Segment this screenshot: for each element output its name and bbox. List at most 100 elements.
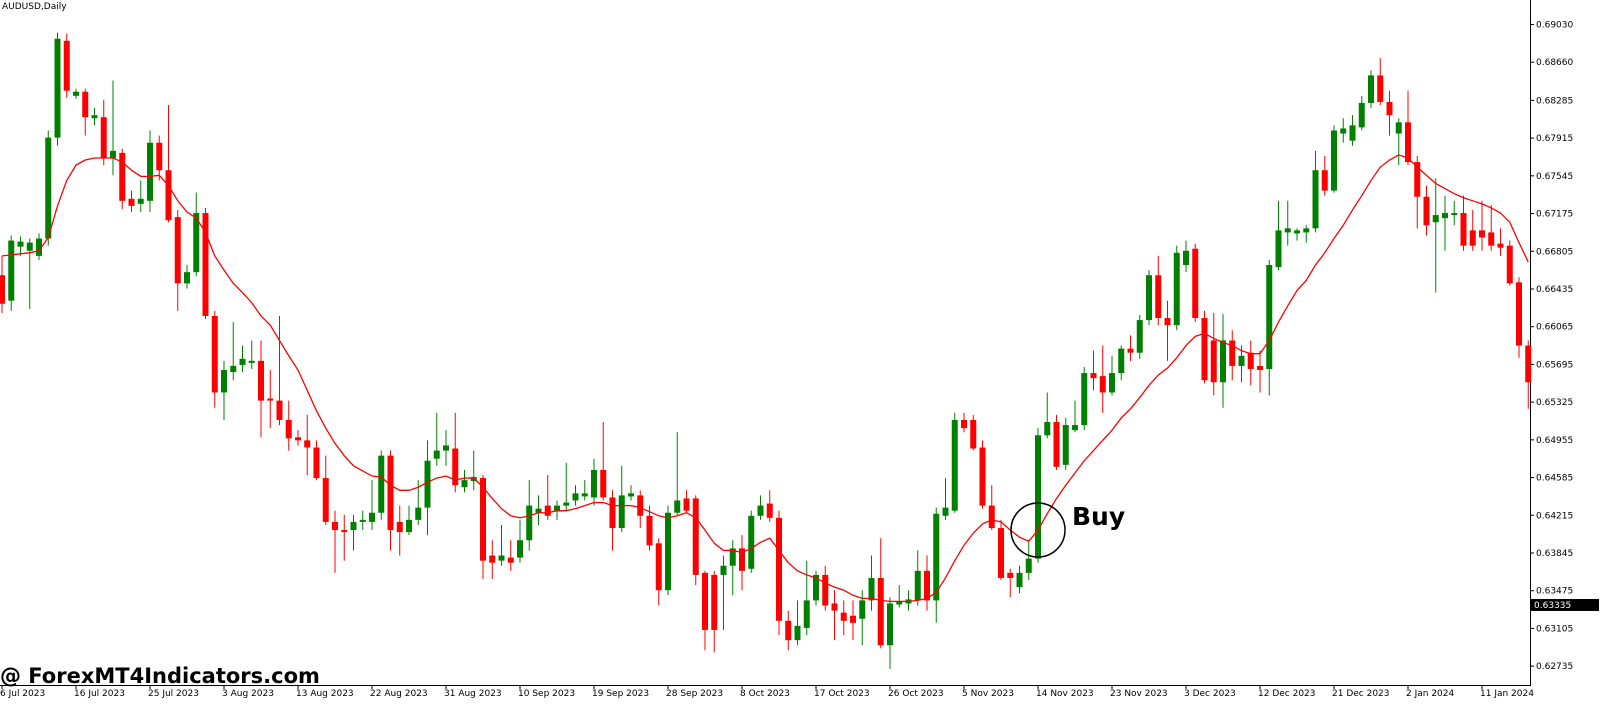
candle-body (1081, 373, 1088, 426)
watermark: @ ForexMT4Indicators.com (0, 664, 320, 688)
candle-body (443, 445, 449, 451)
chart-title: AUDUSD,Daily (2, 2, 67, 12)
x-tick-label: 31 Aug 2023 (444, 689, 502, 699)
candle-body (563, 502, 570, 506)
candle-body (840, 612, 847, 621)
y-tick-label: 0.63105 (1536, 624, 1573, 634)
candle-body (489, 555, 496, 563)
candle-body (1192, 248, 1199, 319)
candle-body (535, 508, 542, 513)
candle-body (1229, 340, 1236, 366)
candle-body (1479, 230, 1485, 238)
candle-body (239, 358, 246, 365)
candle-body (776, 517, 782, 621)
candle-body (1118, 348, 1125, 374)
y-tick-label: 0.68285 (1536, 96, 1573, 106)
candle-body (128, 198, 135, 206)
candle-body (1155, 275, 1162, 319)
candle-body (692, 498, 699, 575)
x-tick-label: 12 Dec 2023 (1258, 689, 1316, 699)
candle-body (1257, 365, 1263, 371)
candle-body (1173, 252, 1180, 326)
candle-body (17, 241, 24, 247)
candle-body (970, 419, 977, 449)
candle-body (961, 419, 967, 429)
candle-body (739, 548, 745, 571)
candle-body (1266, 265, 1273, 370)
candle-body (1469, 230, 1476, 246)
candle-body (794, 625, 801, 641)
candle-body (914, 570, 921, 601)
candle-body (1146, 275, 1152, 321)
candle-body (600, 469, 607, 498)
candle-body (1025, 558, 1032, 573)
candle-body (350, 521, 357, 531)
x-tick-label: 11 Jan 2024 (1480, 689, 1534, 699)
candle-body (1247, 352, 1254, 370)
candle-body (1340, 128, 1347, 134)
candle-body (877, 577, 884, 646)
candle-body (655, 543, 662, 591)
candle-body (1164, 318, 1171, 326)
candle-body (91, 115, 98, 119)
x-tick-label: 28 Sep 2023 (666, 689, 723, 699)
candle-body (1275, 230, 1282, 268)
candle-body (526, 505, 533, 541)
x-tick-label: 26 Oct 2023 (888, 689, 944, 699)
candle-body (1007, 572, 1014, 578)
y-tick-label: 0.69030 (1536, 20, 1573, 30)
x-tick-label: 13 Aug 2023 (296, 689, 354, 699)
candle-body (387, 455, 394, 531)
candle-body (119, 152, 126, 201)
y-tick-label: 0.63475 (1536, 587, 1573, 597)
candle-body (1210, 340, 1217, 383)
candle-body (110, 150, 116, 158)
candle-body (1321, 170, 1328, 191)
candle-body (1284, 228, 1291, 233)
candle-body (230, 365, 237, 373)
candle-body (1201, 318, 1208, 381)
candle-body (517, 540, 523, 558)
candle-body (165, 170, 172, 221)
y-tick-label: 0.66805 (1536, 247, 1573, 257)
candle-body (924, 570, 930, 601)
candle-body (498, 555, 505, 561)
x-tick-label: 8 Oct 2023 (740, 689, 790, 699)
candle-body (507, 557, 514, 563)
candle-body (628, 493, 634, 497)
x-tick-label: 25 Jul 2023 (148, 689, 199, 699)
candle-body (988, 505, 995, 529)
x-tick-label: 14 Nov 2023 (1036, 689, 1094, 699)
candle-body (785, 620, 792, 641)
candle-body (757, 505, 764, 516)
candle-body (803, 600, 810, 628)
y-tick-label: 0.66065 (1536, 323, 1573, 333)
y-tick-label: 0.64955 (1536, 436, 1573, 446)
candle-body (609, 497, 616, 529)
candle-body (313, 447, 320, 479)
x-tick-label: 19 Sep 2023 (592, 689, 649, 699)
candle-body (637, 495, 644, 516)
candle-body (1414, 162, 1421, 197)
candle-body (887, 603, 893, 646)
candle-body (859, 600, 866, 619)
y-tick-label: 0.64585 (1536, 474, 1573, 484)
candle-body (258, 360, 264, 401)
candle-body (572, 493, 579, 501)
candle-body (1377, 75, 1384, 102)
candle-body (1451, 213, 1458, 216)
candle-body (1331, 130, 1337, 191)
y-tick-label: 0.67545 (1536, 172, 1573, 182)
y-tick-label: 0.67175 (1536, 210, 1573, 220)
x-tick-label: 6 Jul 2023 (0, 689, 45, 699)
candle-body (45, 137, 52, 239)
candle-body (221, 370, 227, 393)
candle-body (0, 275, 5, 304)
y-tick-label: 0.65695 (1536, 360, 1573, 370)
candle-body (433, 450, 440, 459)
candle-body (951, 419, 958, 511)
x-tick-label: 16 Jul 2023 (74, 689, 125, 699)
candle-body (378, 455, 385, 513)
candle-body (665, 512, 671, 591)
